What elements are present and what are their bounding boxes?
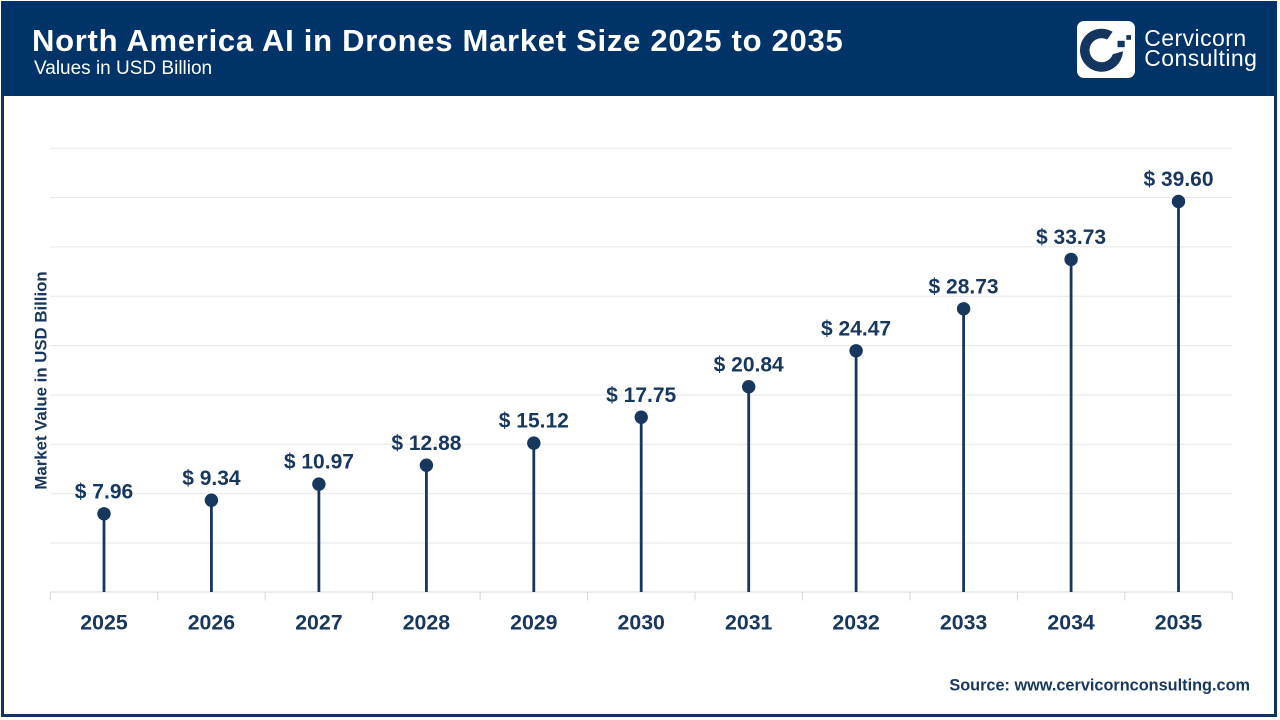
svg-text:2035: 2035 xyxy=(1155,611,1203,635)
svg-text:$ 20.84: $ 20.84 xyxy=(714,353,784,376)
svg-text:2031: 2031 xyxy=(725,611,773,635)
svg-text:$ 10.97: $ 10.97 xyxy=(284,451,354,474)
svg-text:$ 39.60: $ 39.60 xyxy=(1143,168,1213,191)
svg-text:2034: 2034 xyxy=(1047,611,1095,635)
svg-text:$ 9.34: $ 9.34 xyxy=(182,467,241,490)
svg-text:Market Value in USD Billion: Market Value in USD Billion xyxy=(31,271,50,489)
svg-text:2033: 2033 xyxy=(940,611,988,635)
svg-text:$ 17.75: $ 17.75 xyxy=(606,384,676,407)
svg-text:2025: 2025 xyxy=(80,611,128,635)
svg-text:2027: 2027 xyxy=(295,611,342,635)
svg-text:$ 24.47: $ 24.47 xyxy=(821,317,891,340)
svg-text:$ 33.73: $ 33.73 xyxy=(1036,226,1106,249)
svg-text:$ 15.12: $ 15.12 xyxy=(499,410,569,433)
svg-text:$ 12.88: $ 12.88 xyxy=(391,432,461,455)
svg-text:2030: 2030 xyxy=(618,611,665,635)
svg-text:$ 7.96: $ 7.96 xyxy=(75,480,133,503)
svg-text:Source: www.cervicornconsultin: Source: www.cervicornconsulting.com xyxy=(949,677,1250,695)
svg-text:2032: 2032 xyxy=(832,611,879,635)
svg-text:2029: 2029 xyxy=(510,611,558,635)
svg-text:2028: 2028 xyxy=(403,611,451,635)
svg-text:2026: 2026 xyxy=(188,611,236,635)
svg-text:$ 28.73: $ 28.73 xyxy=(929,275,999,298)
